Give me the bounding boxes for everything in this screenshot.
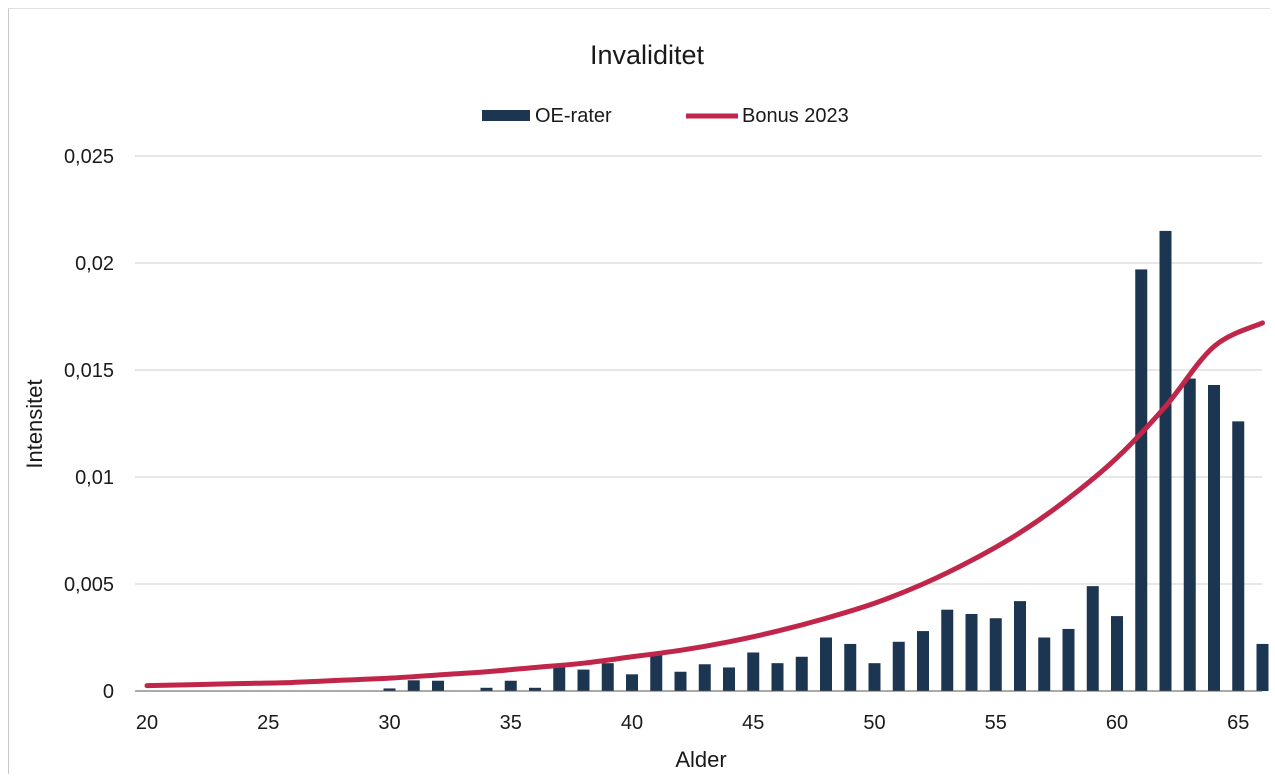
bar-oe-rater — [1183, 378, 1196, 691]
chart-title: Invaliditet — [590, 40, 705, 70]
x-tick-label: 30 — [378, 712, 400, 734]
x-axis-label: Alder — [675, 747, 726, 772]
y-tick-label: 0 — [103, 681, 114, 703]
bar-oe-rater — [553, 667, 566, 691]
bar-oe-rater — [432, 680, 444, 691]
x-tick-label: 40 — [621, 712, 643, 734]
bar-oe-rater — [723, 667, 735, 691]
bar-oe-rater — [1062, 628, 1075, 691]
x-tick-label: 55 — [985, 712, 1007, 734]
y-axis-label: Intensitet — [22, 379, 47, 468]
bar-oe-rater — [577, 669, 590, 691]
bar-oe-rater — [698, 664, 711, 691]
y-tick-label: 0,015 — [64, 360, 114, 382]
bar-oe-rater — [529, 687, 541, 691]
bar-oe-rater — [1256, 643, 1269, 691]
x-tick-label: 45 — [742, 712, 764, 734]
bar-oe-rater — [844, 643, 857, 691]
bar-oe-rater — [1111, 616, 1123, 691]
bar-oe-rater — [1014, 601, 1026, 691]
y-tick-label: 0,01 — [75, 467, 114, 489]
y-tick-label: 0,025 — [64, 146, 114, 168]
bar-oe-rater — [941, 609, 954, 691]
bar-oe-rater — [771, 663, 784, 691]
legend: OE-rater Bonus 2023 — [482, 105, 849, 127]
bar-oe-rater — [601, 663, 614, 691]
x-tick-label: 35 — [500, 712, 522, 734]
bar-oe-rater — [1038, 637, 1051, 691]
x-tick-label: 65 — [1227, 712, 1249, 734]
bar-oe-rater — [383, 688, 396, 691]
gridlines — [135, 155, 1262, 585]
x-tick-label: 60 — [1106, 712, 1128, 734]
x-tick-label: 25 — [257, 712, 279, 734]
bonus-2023-line-series — [144, 320, 1265, 689]
y-axis-tick-labels: 0 0,005 0,01 0,015 0,02 0,025 — [64, 146, 114, 703]
bar-oe-rater — [650, 652, 663, 691]
legend-label-oe-rater: OE-rater — [535, 105, 612, 127]
legend-label-bonus-2023: Bonus 2023 — [742, 105, 849, 127]
bar-oe-rater — [989, 618, 1002, 691]
bar-oe-rater — [1159, 230, 1172, 691]
bar-oe-rater — [965, 613, 978, 691]
y-tick-label: 0,02 — [75, 253, 114, 275]
bar-oe-rater — [626, 674, 638, 691]
oe-rater-bars — [383, 230, 1269, 691]
line-bonus-2023 — [144, 320, 1265, 689]
x-axis-tick-labels: 20 25 30 35 40 45 50 55 60 65 — [136, 712, 1250, 734]
bar-oe-rater — [1086, 586, 1099, 691]
chart-frame — [8, 8, 1270, 774]
bar-oe-rater — [674, 671, 687, 691]
x-tick-label: 20 — [136, 712, 158, 734]
bar-oe-rater — [892, 641, 905, 691]
bar-oe-rater — [1135, 269, 1148, 691]
x-tick-label: 50 — [863, 712, 885, 734]
bar-oe-rater — [1232, 421, 1245, 691]
bar-oe-rater — [917, 631, 929, 691]
y-tick-label: 0,005 — [64, 574, 114, 596]
bar-oe-rater — [407, 680, 420, 691]
bar-oe-rater — [480, 687, 493, 691]
bar-oe-rater — [747, 652, 760, 691]
bar-oe-rater — [504, 680, 517, 691]
bar-oe-rater — [868, 663, 881, 691]
legend-swatch-oe-rater — [482, 110, 530, 121]
bar-oe-rater — [820, 637, 832, 691]
bar-oe-rater — [1208, 384, 1220, 691]
bar-oe-rater — [795, 656, 808, 691]
